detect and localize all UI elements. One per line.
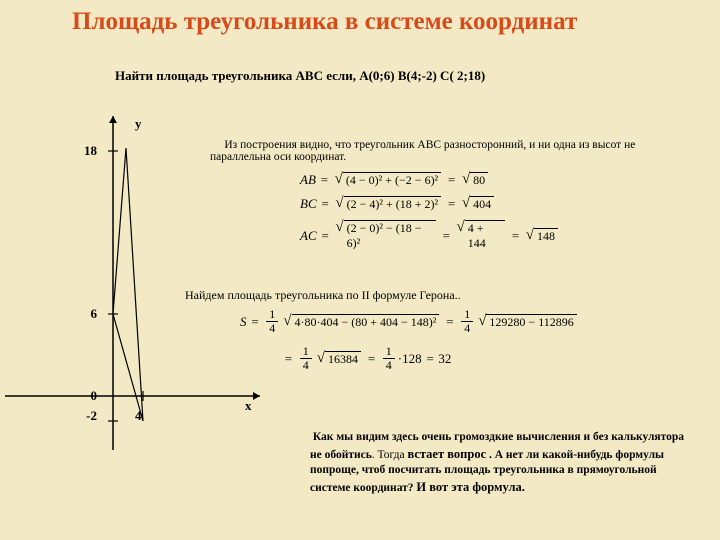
side-formulas: AB= √(4 − 0)² + (−2 − 6)² = √80 BC= √(2 …	[300, 172, 560, 259]
y-tick-0: 0	[73, 388, 97, 404]
conclusion-emph: встает вопрос	[407, 447, 486, 461]
note-construction: Из построения видно, что треугольник АВС…	[210, 139, 695, 163]
page-title: Площадь треугольника в системе координат	[72, 8, 577, 36]
x-axis-label: x	[245, 398, 252, 414]
y-tick-18: 18	[73, 143, 97, 159]
formula-ab: AB= √(4 − 0)² + (−2 − 6)² = √80	[300, 172, 560, 188]
x-tick-4: 4	[135, 408, 142, 424]
note-conclusion: Как мы видим здесь очень громоздкие вычи…	[310, 430, 690, 496]
conclusion-bold-2: И вот эта формула.	[416, 480, 524, 494]
formula-ac: AC= √(2 − 0)² − (18 − 6)² = √4 + 144 = √…	[300, 220, 560, 251]
y-tick-neg2: -2	[73, 408, 97, 424]
problem-statement: Найти площадь треугольника АВС если, А(0…	[115, 68, 680, 84]
heron-line-1: S= 14 √4·80·404 − (80 + 404 − 148)² = 14…	[240, 308, 710, 335]
y-axis-label: y	[135, 116, 142, 132]
heron-computation: S= 14 √4·80·404 − (80 + 404 − 148)² = 14…	[240, 308, 710, 382]
note-heron: Найдем площадь треугольника по II формул…	[185, 288, 695, 303]
formula-bc: BC= √(2 − 4)² + (18 + 2)² = √404	[300, 196, 560, 212]
y-tick-6: 6	[73, 306, 97, 322]
heron-line-2: = 14 √16384 = 14 · 128 = 32	[280, 345, 710, 372]
